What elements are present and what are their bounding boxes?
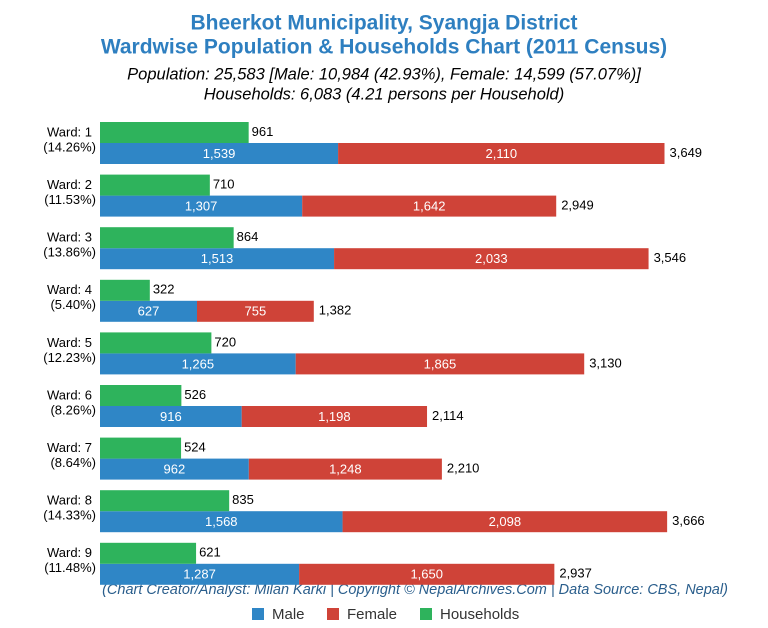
legend-swatch: [252, 608, 264, 620]
bar-segment: [100, 248, 335, 270]
bar: [100, 385, 182, 406]
bar-segment: [248, 458, 442, 480]
bar-label: 720: [214, 334, 236, 349]
bar-segment: [100, 406, 242, 427]
bar-label: 1,265: [182, 356, 215, 371]
bar-segment: [100, 563, 300, 585]
legend-label: Households: [440, 606, 519, 623]
total-label: 2,210: [447, 461, 480, 476]
bar: [100, 542, 197, 564]
bar-label: 1,198: [318, 409, 351, 424]
legend-swatch: [327, 608, 339, 620]
bar: [100, 437, 182, 459]
bar-segment: [100, 195, 303, 217]
bar-segment: [302, 195, 557, 217]
category-share: (14.26%): [43, 139, 96, 154]
chart-title: Bheerkot Municipality, Syangja District: [190, 12, 577, 35]
bar-label: 322: [153, 282, 175, 297]
category-label: Ward: 1: [47, 124, 92, 139]
bar-label: 627: [138, 304, 160, 319]
category-share: (8.26%): [50, 402, 96, 417]
bar-label: 524: [184, 440, 206, 455]
bar-label: 755: [245, 304, 267, 319]
bar-label: 916: [160, 409, 182, 424]
bar-segment: [100, 143, 339, 164]
bar-label: 1,865: [424, 356, 457, 371]
bar: [100, 490, 230, 512]
category-share: (12.23%): [43, 350, 96, 365]
bar: [100, 122, 249, 143]
bar-label: 710: [213, 177, 235, 192]
bar-segment: [338, 143, 665, 164]
category-label: Ward: 9: [47, 545, 92, 560]
category-label: Ward: 3: [47, 230, 92, 245]
bar-label: 961: [252, 124, 274, 139]
bar-segment: [196, 300, 314, 322]
bar-label: 2,110: [486, 146, 518, 161]
legend-swatch: [420, 608, 432, 620]
bar-label: 1,513: [201, 251, 234, 266]
category-share: (14.33%): [43, 508, 96, 523]
bar-label: 962: [164, 462, 186, 477]
bar-segment: [334, 248, 649, 270]
total-label: 3,666: [672, 513, 705, 528]
category-share: (5.40%): [50, 297, 96, 312]
category-label: Ward: 7: [47, 440, 92, 455]
bar-label: 1,568: [205, 514, 238, 529]
category-label: Ward: 2: [47, 177, 92, 192]
bar-label: 621: [199, 545, 221, 560]
total-label: 3,649: [670, 145, 703, 160]
category-label: Ward: 5: [47, 335, 92, 350]
bar-segment: [295, 353, 585, 375]
total-label: 1,382: [319, 303, 352, 318]
bar-segment: [342, 511, 668, 533]
category-label: Ward: 8: [47, 493, 92, 508]
chart-title: Wardwise Population & Households Chart (…: [101, 36, 667, 59]
bar-label: 1,650: [410, 567, 443, 582]
bar-label: 2,033: [475, 251, 508, 266]
legend-label: Male: [272, 606, 305, 623]
total-label: 3,130: [589, 355, 622, 370]
chart-subtitle: Households: 6,083 (4.21 persons per Hous…: [204, 85, 564, 103]
bar: [100, 279, 150, 301]
category-share: (11.53%): [44, 192, 96, 207]
bar-label: 526: [184, 387, 206, 402]
category-share: (8.64%): [50, 455, 96, 470]
footer-credit: (Chart Creator/Analyst: Milan Karki | Co…: [102, 582, 728, 598]
bar-label: 864: [237, 229, 259, 244]
bar: [100, 332, 212, 354]
bar-segment: [100, 458, 249, 480]
bar-label: 2,098: [489, 514, 522, 529]
total-label: 2,937: [559, 566, 592, 581]
bar-segment: [100, 300, 197, 322]
bar-label: 1,539: [203, 146, 236, 161]
category-label: Ward: 4: [47, 282, 92, 297]
bar-label: 1,642: [413, 199, 446, 214]
bar-label: 1,307: [185, 199, 218, 214]
bar-segment: [299, 563, 555, 585]
bar: [100, 227, 234, 249]
bar-label: 1,248: [329, 462, 362, 477]
bar-label: 1,287: [183, 567, 216, 582]
bar-segment: [241, 406, 428, 427]
category-label: Ward: 6: [47, 387, 92, 402]
bar: [100, 174, 210, 196]
bar-segment: [100, 353, 296, 375]
total-label: 2,114: [432, 408, 464, 423]
total-label: 3,546: [654, 250, 687, 265]
bar-label: 835: [232, 492, 254, 507]
total-label: 2,949: [561, 198, 594, 213]
chart-subtitle: Population: 25,583 [Male: 10,984 (42.93%…: [127, 65, 641, 83]
legend-label: Female: [347, 606, 397, 623]
bar-segment: [100, 511, 343, 533]
category-share: (13.86%): [43, 245, 96, 260]
category-share: (11.48%): [44, 560, 96, 575]
